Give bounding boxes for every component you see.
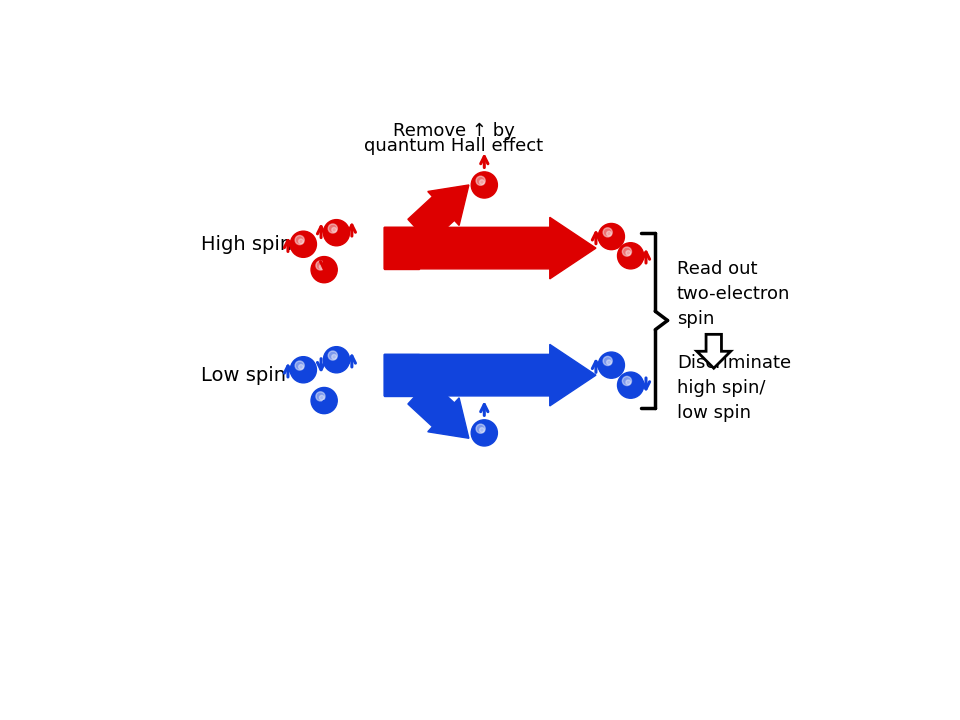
Polygon shape — [697, 334, 731, 368]
Text: High spin: High spin — [201, 235, 292, 253]
Text: Remove ↑ by: Remove ↑ by — [393, 122, 515, 140]
Circle shape — [622, 247, 632, 256]
Circle shape — [617, 372, 644, 398]
Circle shape — [603, 228, 612, 237]
Circle shape — [290, 356, 317, 383]
Circle shape — [617, 243, 644, 269]
Circle shape — [320, 264, 324, 269]
Circle shape — [320, 395, 324, 400]
Circle shape — [607, 360, 612, 364]
Circle shape — [324, 220, 349, 246]
Circle shape — [471, 172, 497, 198]
Circle shape — [603, 356, 612, 366]
FancyArrow shape — [384, 217, 596, 279]
Circle shape — [328, 224, 337, 233]
FancyArrow shape — [384, 344, 596, 406]
Circle shape — [316, 392, 325, 401]
Circle shape — [598, 352, 624, 378]
Circle shape — [471, 420, 497, 446]
Circle shape — [480, 428, 484, 433]
Circle shape — [295, 235, 304, 245]
Circle shape — [626, 380, 631, 384]
Circle shape — [299, 239, 303, 244]
Circle shape — [324, 346, 349, 373]
Circle shape — [290, 231, 317, 257]
Text: quantum Hall effect: quantum Hall effect — [364, 138, 543, 156]
Circle shape — [316, 261, 325, 270]
Circle shape — [607, 231, 612, 236]
Circle shape — [311, 387, 337, 414]
Text: Discriminate
high spin/
low spin: Discriminate high spin/ low spin — [677, 354, 791, 422]
Text: Read out
two-electron
spin: Read out two-electron spin — [677, 259, 790, 328]
Circle shape — [626, 251, 631, 256]
Polygon shape — [384, 228, 419, 269]
Circle shape — [476, 424, 485, 433]
Circle shape — [311, 256, 337, 283]
Circle shape — [332, 354, 336, 359]
Circle shape — [328, 351, 337, 360]
Polygon shape — [384, 354, 419, 396]
Circle shape — [299, 364, 303, 369]
Circle shape — [598, 223, 624, 250]
FancyArrow shape — [408, 185, 468, 243]
Text: Low spin: Low spin — [201, 366, 286, 384]
Circle shape — [295, 361, 304, 370]
Circle shape — [480, 180, 484, 184]
Circle shape — [622, 377, 632, 385]
Circle shape — [476, 176, 485, 185]
FancyArrow shape — [408, 380, 468, 438]
Circle shape — [332, 228, 336, 232]
